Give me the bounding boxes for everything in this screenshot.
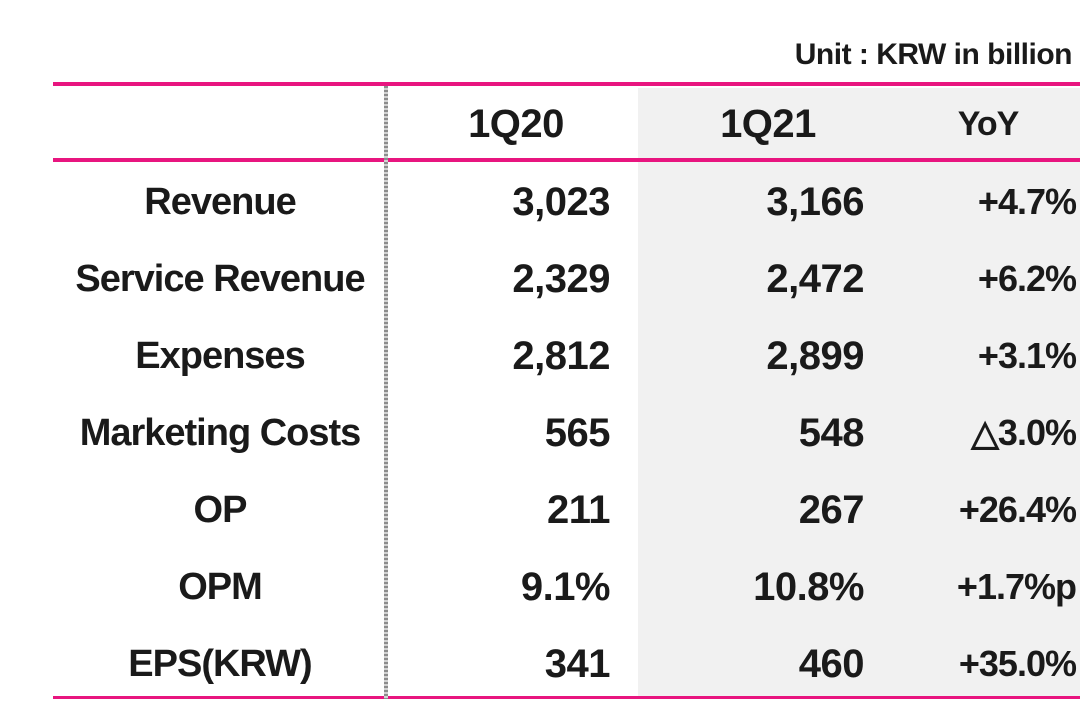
row-label: Revenue [144, 181, 296, 223]
label-column-divider [384, 86, 388, 699]
header-1q20: 1Q20 [468, 102, 564, 146]
row-label: OPM [178, 566, 263, 608]
unit-label: Unit : KRW in billion [794, 38, 1073, 71]
value-yoy: +4.7% [977, 181, 1077, 222]
value-1q20: 9.1% [520, 565, 611, 609]
table-top-rule [53, 82, 1080, 86]
header-1q21: 1Q21 [720, 102, 816, 146]
header-bottom-rule [53, 158, 1080, 162]
current-period-column-shading [638, 88, 1080, 699]
value-1q21: 2,899 [766, 334, 864, 378]
value-1q20: 211 [546, 488, 611, 532]
value-1q21: 267 [798, 488, 865, 532]
value-1q20: 2,812 [512, 334, 610, 378]
row-label: OP [193, 489, 248, 531]
value-yoy: +3.1% [977, 335, 1077, 376]
header-yoy: YoY [957, 105, 1020, 143]
value-1q20: 3,023 [512, 180, 610, 224]
row-label: Expenses [135, 335, 305, 377]
value-yoy: +1.7%p [956, 566, 1077, 607]
value-1q21: 2,472 [766, 257, 864, 301]
value-1q21: 3,166 [766, 180, 864, 224]
value-1q20: 2,329 [512, 257, 610, 301]
value-1q21: 548 [798, 411, 865, 455]
row-label: Marketing Costs [79, 412, 362, 454]
row-label: Service Revenue [75, 258, 365, 300]
table-bottom-rule [53, 696, 1080, 699]
value-yoy: △3.0% [971, 412, 1077, 453]
value-1q20: 341 [544, 642, 611, 686]
value-1q21: 10.8% [753, 565, 864, 609]
value-yoy: +35.0% [958, 643, 1077, 684]
value-yoy: +6.2% [977, 258, 1077, 299]
value-1q20: 565 [544, 411, 611, 455]
header-label-cell [56, 86, 384, 158]
row-label: EPS(KRW) [128, 643, 312, 685]
value-yoy: +26.4% [958, 489, 1077, 530]
value-1q21: 460 [798, 642, 865, 686]
